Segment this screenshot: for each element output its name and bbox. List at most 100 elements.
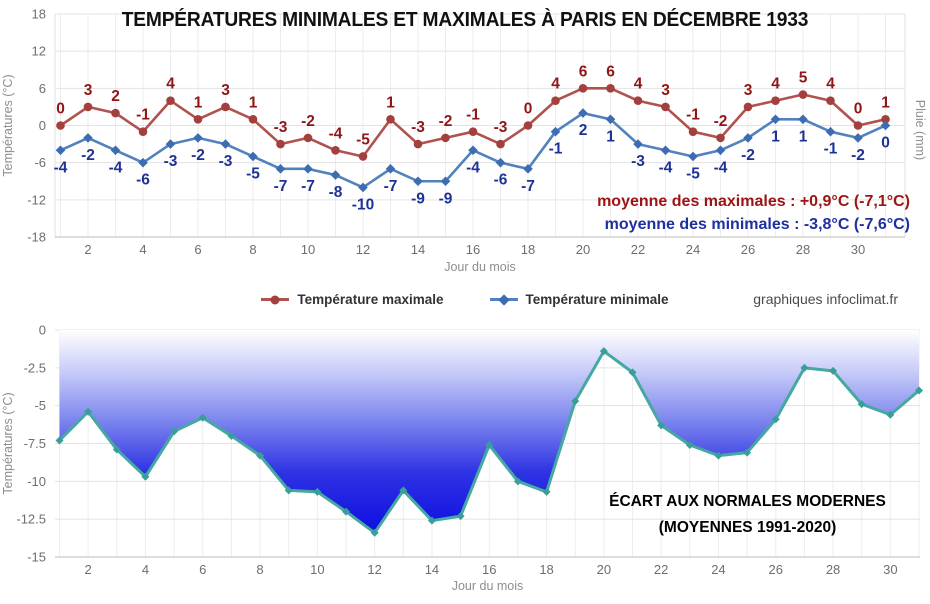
data-label: 1 [606, 128, 615, 145]
min-temperature-point [303, 164, 313, 174]
max-temperature-point [193, 115, 203, 124]
data-label: 4 [166, 76, 175, 93]
x-axis-tick-label: 18 [521, 242, 535, 257]
data-label: -10 [352, 196, 374, 213]
data-label: 4 [634, 76, 643, 93]
data-label: -2 [741, 147, 755, 164]
y-axis-tick-label: 12 [32, 44, 46, 59]
data-label: -3 [631, 153, 645, 170]
deviation-annotation-line2: (MOYENNES 1991-2020) [658, 519, 837, 536]
deviation-point [542, 487, 551, 496]
data-label: -2 [714, 113, 728, 130]
deviation-point [714, 451, 723, 460]
max-temperature-point [303, 133, 313, 143]
data-label: 3 [84, 82, 93, 99]
max-temperature-point [468, 127, 478, 136]
min-temperature-point [605, 114, 616, 125]
x-axis-tick-label: 10 [301, 242, 315, 257]
min-temperature-point [165, 139, 176, 149]
max-temperature-point [551, 96, 560, 106]
deviation-point [743, 448, 752, 457]
max-temperature-point [386, 115, 395, 124]
max-temperature-point [853, 121, 863, 130]
x-axis-tick-label: 16 [482, 562, 496, 577]
data-label: -6 [494, 172, 508, 189]
deviation-annotation: ÉCART AUX NORMALES MODERNES (MOYENNES 19… [565, 489, 930, 541]
deviation-point [256, 451, 265, 460]
data-label: 3 [221, 82, 230, 99]
data-label: 4 [826, 76, 835, 93]
page-title: TEMPÉRATURES MINIMALES ET MAXIMALES À PA… [121, 9, 809, 31]
min-temperature-point [440, 176, 451, 187]
data-label: -1 [686, 107, 700, 124]
x-axis-tick-label: 20 [576, 242, 590, 257]
mean-max-annotation: moyenne des maximales : +0,9°C (-7,1°C) [597, 193, 910, 210]
min-temperature-point [688, 151, 698, 162]
min-temperature-point [248, 151, 258, 162]
x-axis-tick-label: 30 [883, 562, 897, 577]
min-temperature-point [715, 145, 726, 156]
max-temperature-point [138, 127, 148, 136]
max-temperature-point [331, 145, 340, 155]
min-temperature-point [110, 145, 121, 156]
data-label: -2 [439, 113, 453, 130]
x-axis-tick-label: 8 [256, 562, 263, 577]
max-temperature-point [826, 96, 835, 106]
x-axis-tick-label: 4 [139, 242, 146, 257]
deviation-point [857, 400, 866, 409]
x-axis-tick-label: 6 [199, 562, 206, 577]
legend-item-min-temperature[interactable]: Température minimale [489, 292, 669, 307]
data-label: -4 [329, 125, 343, 142]
x-axis-tick-label: 4 [142, 562, 149, 577]
data-label: 4 [551, 76, 560, 93]
max-temperature-point [798, 90, 808, 99]
deviation-point [915, 386, 923, 395]
data-label: 3 [744, 82, 753, 99]
x-axis-tick-label: 26 [769, 562, 783, 577]
max-temperature-point [248, 115, 258, 124]
deviation-point [84, 407, 93, 416]
deviation-point [771, 415, 780, 424]
min-temperature-point [468, 145, 478, 156]
data-label: 1 [799, 128, 808, 145]
deviation-point [485, 441, 494, 450]
data-label: -4 [54, 159, 68, 176]
data-label: -3 [494, 119, 508, 136]
deviation-point [55, 436, 64, 445]
min-temperature-point [220, 139, 231, 149]
deviation-annotation-line1: ÉCART AUX NORMALES MODERNES [609, 493, 886, 510]
legend-label-max: Température maximale [297, 292, 444, 307]
x-axis-tick-label: 28 [826, 562, 840, 577]
deviation-point [170, 427, 179, 436]
y-axis-title: Températures (°C) [1, 392, 15, 494]
deviation-point [685, 441, 694, 450]
deviation-point [313, 487, 322, 496]
legend-item-max-temperature[interactable]: Température maximale [261, 292, 444, 307]
max-series-line-icon [261, 295, 290, 304]
y-axis-tick-label: 0 [39, 323, 46, 338]
x-axis-tick-label: 28 [796, 242, 810, 257]
x-axis-tick-label: 12 [367, 562, 381, 577]
data-label: -3 [411, 119, 425, 136]
y-axis-tick-label: -15 [27, 550, 46, 565]
max-temperature-point [716, 133, 725, 143]
max-temperature-point [496, 139, 505, 149]
deviation-point [227, 431, 236, 440]
y-axis-tick-label: -5 [34, 398, 46, 413]
data-label: 4 [771, 76, 780, 93]
data-label: -2 [301, 113, 315, 130]
x-axis-tick-label: 8 [249, 242, 256, 257]
data-label: 0 [854, 101, 863, 118]
data-label: -7 [521, 178, 535, 195]
deviation-area-fill [59, 330, 919, 533]
x-axis-tick-label: 26 [741, 242, 755, 257]
min-temperature-point [853, 133, 863, 143]
max-temperature-point [633, 96, 643, 106]
data-label: 1 [771, 128, 780, 145]
data-label: -4 [109, 159, 123, 176]
mean-min-annotation: moyenne des minimales : -3,8°C (-7,6°C) [604, 216, 910, 233]
max-temperature-point [358, 152, 368, 161]
y-axis-tick-label: 6 [39, 81, 46, 96]
min-temperature-point [578, 108, 588, 118]
